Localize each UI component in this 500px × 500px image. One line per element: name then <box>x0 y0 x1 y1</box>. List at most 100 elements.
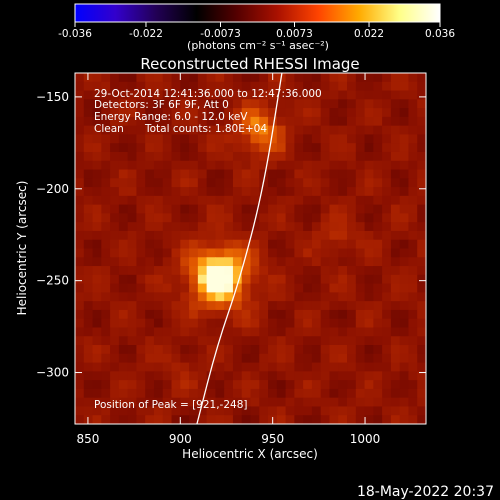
heatmap-cell <box>241 73 251 83</box>
heatmap-cell <box>145 353 155 364</box>
heatmap-cell <box>408 134 418 144</box>
heatmap-cell <box>276 415 287 424</box>
heatmap-cell <box>338 345 348 355</box>
heatmap-cell <box>145 143 155 153</box>
heatmap-cell <box>215 239 225 249</box>
heatmap-cell <box>417 257 426 267</box>
heatmap-cell <box>347 81 357 92</box>
heatmap-cell <box>153 257 164 267</box>
heatmap-cell <box>268 187 278 197</box>
heatmap-cell <box>136 388 146 399</box>
heatmap-cell <box>390 178 401 188</box>
heatmap-cell <box>206 257 216 267</box>
heatmap-cell <box>417 309 426 320</box>
heatmap-cell <box>276 283 287 293</box>
heatmap-cell <box>162 257 173 267</box>
heatmap-cell <box>153 134 164 144</box>
heatmap-cell <box>197 336 208 346</box>
heatmap-cell <box>83 248 94 258</box>
heatmap-cell <box>355 90 366 100</box>
heatmap-cell <box>390 222 401 232</box>
heatmap-cell <box>127 195 137 206</box>
heatmap-cell <box>162 292 173 302</box>
heatmap-cell <box>75 222 85 232</box>
heatmap-cell <box>355 388 366 399</box>
heatmap-cell <box>338 116 348 127</box>
heatmap-cell <box>118 73 129 83</box>
heatmap-cell <box>285 415 295 424</box>
heatmap-cell <box>197 248 208 258</box>
heatmap-cell <box>382 151 392 162</box>
heatmap-cell <box>162 143 173 153</box>
x-axis-label: Heliocentric X (arcsec) <box>182 447 318 461</box>
heatmap-cell <box>153 187 164 197</box>
heatmap-cell <box>250 73 260 83</box>
heatmap-cell <box>347 143 357 153</box>
heatmap-cell <box>294 116 304 127</box>
heatmap-cell <box>83 143 94 153</box>
heatmap-cell <box>364 90 374 100</box>
heatmap-cell <box>373 406 383 416</box>
heatmap-cell <box>162 406 173 416</box>
heatmap-cell <box>215 99 225 109</box>
annotation-peak-position: Position of Peak = [921,-248] <box>94 399 248 411</box>
heatmap-cell <box>171 292 181 302</box>
heatmap-cell <box>347 362 357 372</box>
heatmap-cell <box>268 213 278 223</box>
heatmap-cell <box>145 415 155 424</box>
heatmap-cell <box>241 309 251 320</box>
heatmap-cell <box>197 108 208 118</box>
heatmap-cell <box>136 204 146 214</box>
heatmap-cell <box>399 213 409 223</box>
heatmap-cell <box>303 160 313 171</box>
heatmap-cell <box>75 90 85 100</box>
heatmap-cell <box>127 204 137 214</box>
heatmap-cell <box>276 248 287 258</box>
heatmap-cell <box>285 178 295 188</box>
heatmap-cell <box>127 283 137 293</box>
heatmap-cell <box>408 362 418 372</box>
heatmap-cell <box>355 397 366 407</box>
heatmap-cell <box>171 257 181 267</box>
heatmap-cell <box>276 213 287 223</box>
heatmap-cell <box>110 143 120 153</box>
heatmap-cell <box>83 108 94 118</box>
heatmap-cell <box>215 406 225 416</box>
heatmap-cell <box>268 178 278 188</box>
heatmap-cell <box>399 301 409 311</box>
heatmap-cell <box>338 274 348 285</box>
heatmap-cell <box>75 257 85 267</box>
heatmap-cell <box>118 353 129 364</box>
heatmap-cell <box>329 195 339 206</box>
heatmap-cell <box>320 274 330 285</box>
heatmap-cell <box>224 187 234 197</box>
heatmap-cell <box>153 151 164 162</box>
heatmap-cell <box>145 81 155 92</box>
heatmap-cell <box>153 362 164 372</box>
heatmap-cell <box>276 318 287 328</box>
heatmap-cell <box>83 380 94 390</box>
heatmap-cell <box>232 187 243 197</box>
heatmap-cell <box>232 108 243 118</box>
heatmap-cell <box>382 248 392 258</box>
heatmap-cell <box>180 90 190 100</box>
heatmap-cell <box>364 134 374 144</box>
heatmap-cell <box>320 187 330 197</box>
heatmap-cell <box>180 239 190 249</box>
heatmap-cell <box>294 187 304 197</box>
heatmap-cell <box>329 388 339 399</box>
solar-limb-arc <box>196 73 283 424</box>
heatmap-cell <box>206 274 216 285</box>
heatmap-cell <box>162 415 173 424</box>
heatmap-cell <box>373 151 383 162</box>
heatmap-cell <box>136 169 146 179</box>
heatmap-cell <box>180 327 190 337</box>
heatmap-cell <box>215 292 225 302</box>
heatmap-cell <box>136 318 146 328</box>
heatmap-cell <box>399 318 409 328</box>
heatmap-cell <box>75 415 85 424</box>
heatmap-cell <box>408 222 418 232</box>
heatmap-cell <box>373 292 383 302</box>
heatmap-cell <box>75 353 85 364</box>
heatmap-cell <box>215 397 225 407</box>
